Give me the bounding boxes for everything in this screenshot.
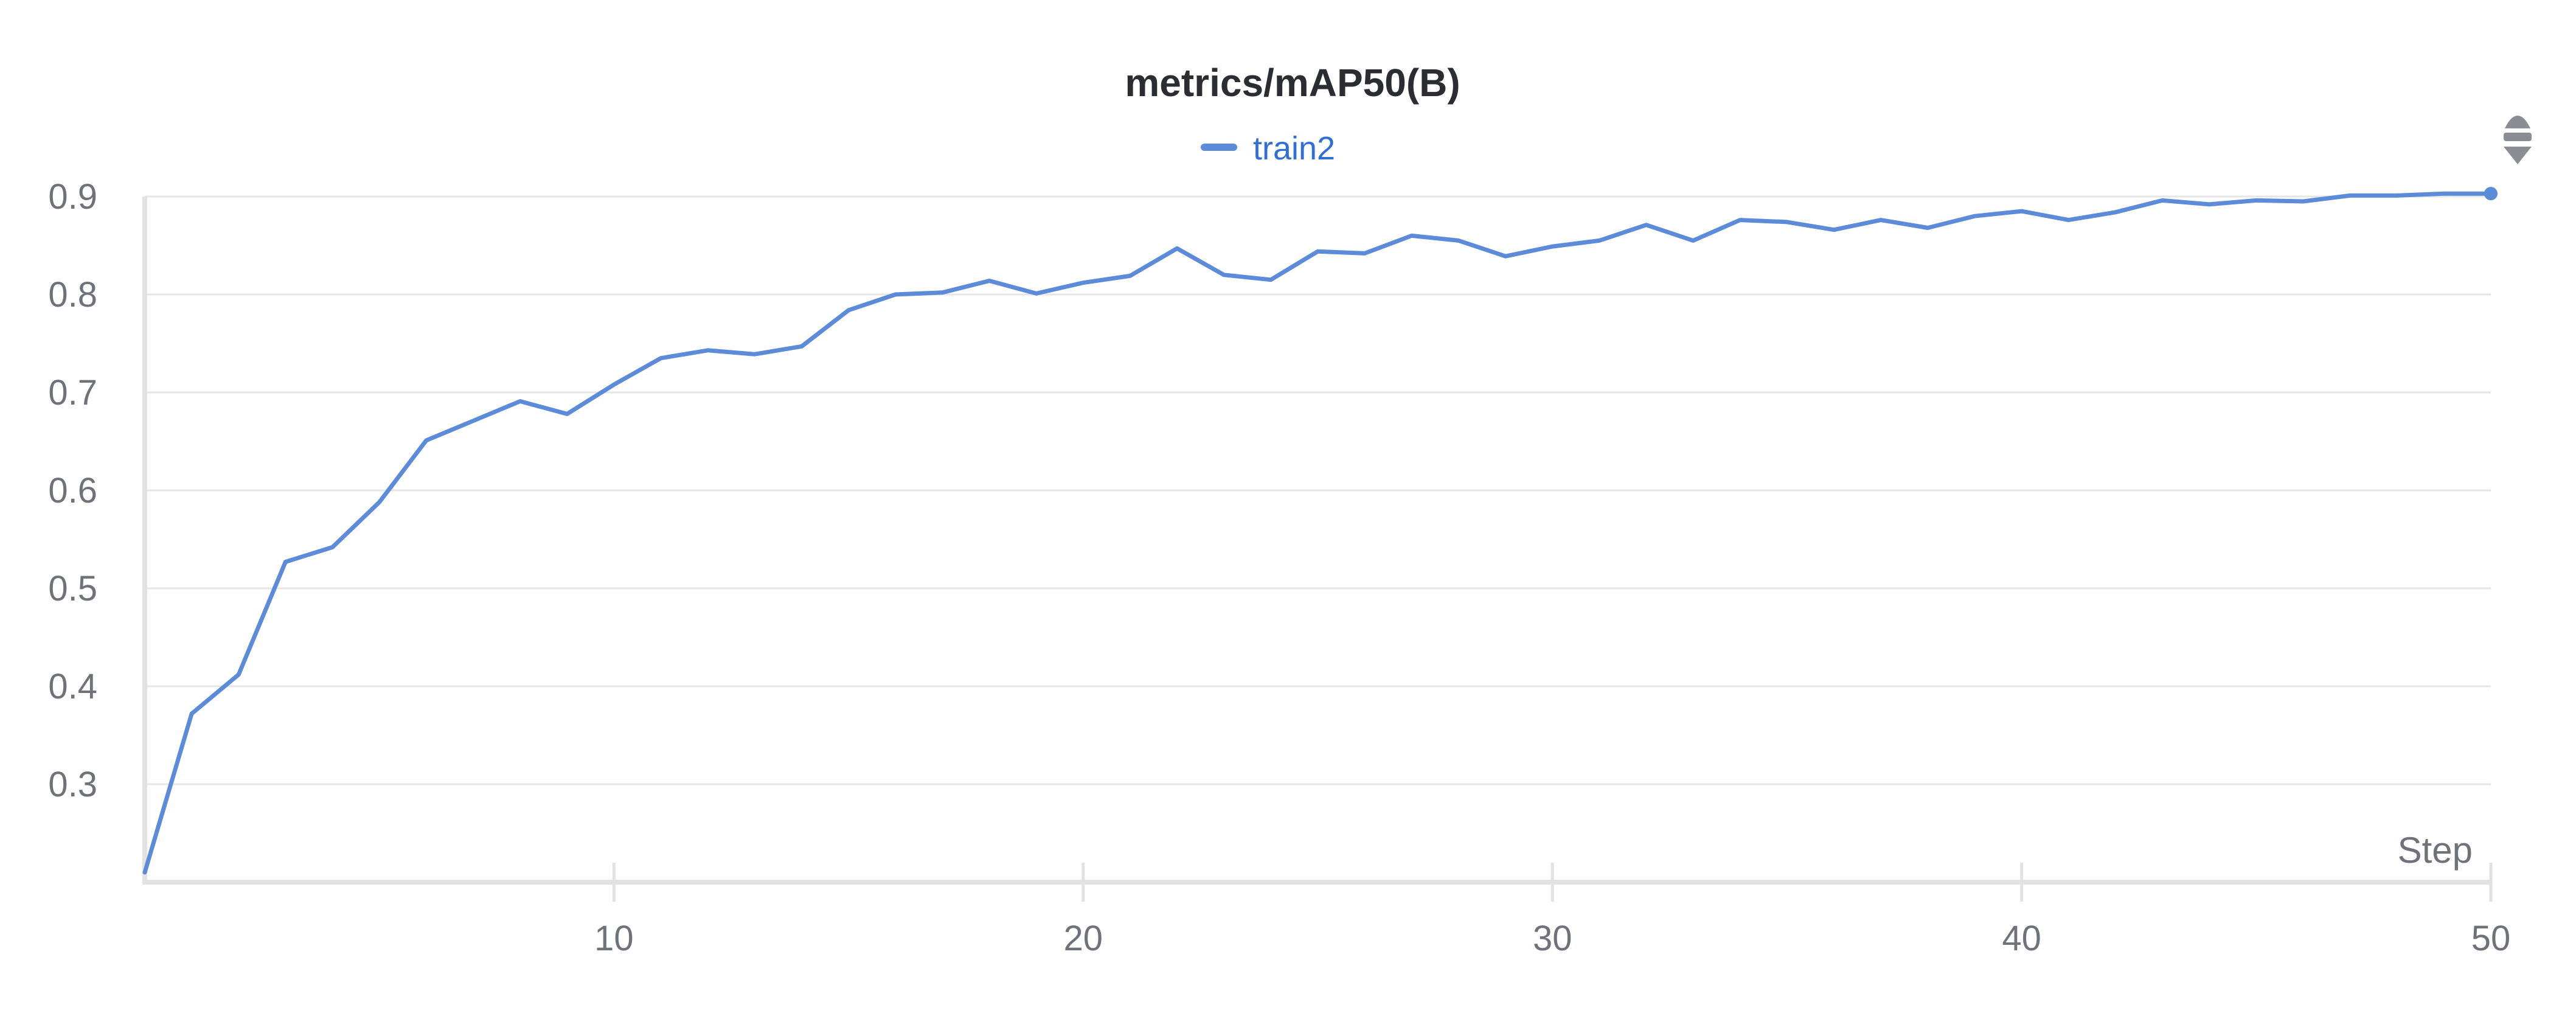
axes (142, 197, 2491, 885)
chart-title: metrics/mAP50(B) (1125, 61, 1460, 105)
y-tick-label: 0.8 (48, 275, 97, 315)
x-axis-label: Step (2398, 830, 2473, 871)
x-tick-label: 20 (1064, 919, 1103, 958)
legend[interactable]: train2 (1201, 130, 1335, 167)
y-tick-label: 0.7 (48, 373, 97, 413)
y-tick-labels: 0.3 0.4 0.5 0.6 0.7 0.8 0.9 (48, 177, 97, 804)
series-train2 (142, 187, 2498, 875)
scroll-up-icon (2505, 116, 2530, 128)
y-tick-label: 0.5 (48, 569, 97, 608)
scroll-arrows-icon[interactable] (2504, 116, 2532, 164)
x-tick-label: 30 (1533, 919, 1572, 958)
legend-label: train2 (1253, 130, 1335, 167)
scroll-separator (2504, 133, 2532, 141)
y-tick-label: 0.3 (48, 765, 97, 804)
y-tick-label: 0.6 (48, 471, 97, 510)
tick-marks (612, 863, 2493, 902)
last-point-marker[interactable] (2484, 187, 2498, 201)
gridlines (145, 195, 2491, 785)
series-line (142, 191, 2493, 875)
x-tick-labels: 10 20 30 40 50 (594, 919, 2510, 958)
x-tick-label: 50 (2471, 919, 2511, 958)
x-tick-label: 40 (2002, 919, 2041, 958)
scroll-down-icon (2504, 147, 2532, 164)
y-tick-label: 0.9 (48, 177, 97, 217)
x-tick-label: 10 (594, 919, 634, 958)
y-tick-label: 0.4 (48, 667, 97, 706)
